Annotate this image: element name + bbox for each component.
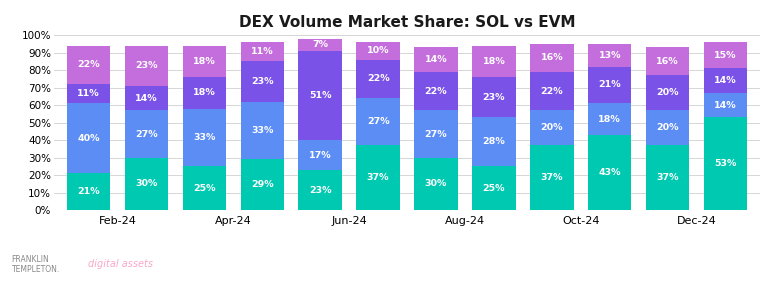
Bar: [646, 75, 690, 110]
Text: 43%: 43%: [598, 168, 621, 177]
Text: 25%: 25%: [482, 184, 505, 193]
Text: 37%: 37%: [367, 173, 389, 182]
Bar: [240, 61, 284, 102]
Bar: [646, 145, 690, 210]
Bar: [67, 84, 111, 103]
Bar: [356, 98, 400, 145]
Text: 37%: 37%: [657, 173, 679, 182]
Text: 30%: 30%: [425, 180, 447, 188]
Bar: [124, 158, 168, 210]
Bar: [240, 42, 284, 61]
Bar: [472, 117, 515, 166]
Bar: [240, 102, 284, 159]
Text: 11%: 11%: [251, 47, 273, 56]
Text: 21%: 21%: [78, 187, 100, 196]
Text: 27%: 27%: [367, 117, 389, 126]
Bar: [183, 46, 226, 77]
Bar: [240, 159, 284, 210]
Bar: [530, 44, 574, 72]
Text: 22%: 22%: [78, 60, 100, 69]
Text: 10%: 10%: [367, 46, 389, 55]
Bar: [530, 72, 574, 110]
Text: 51%: 51%: [309, 91, 332, 100]
Text: 14%: 14%: [714, 76, 737, 85]
Text: 20%: 20%: [541, 124, 563, 132]
Text: digital assets: digital assets: [88, 259, 154, 269]
Bar: [703, 42, 747, 68]
Bar: [299, 51, 342, 140]
Bar: [646, 110, 690, 145]
Bar: [67, 46, 111, 84]
Text: 15%: 15%: [714, 51, 737, 60]
Bar: [703, 93, 747, 117]
Bar: [530, 145, 574, 210]
Bar: [472, 166, 515, 210]
Bar: [299, 140, 342, 170]
Bar: [67, 173, 111, 210]
Text: FRANKLIN
TEMPLETON.: FRANKLIN TEMPLETON.: [12, 255, 60, 274]
Text: 13%: 13%: [598, 51, 621, 60]
Bar: [588, 67, 631, 103]
Bar: [299, 170, 342, 210]
Text: 16%: 16%: [541, 53, 563, 62]
Title: DEX Volume Market Share: SOL vs EVM: DEX Volume Market Share: SOL vs EVM: [239, 15, 575, 30]
Text: 14%: 14%: [714, 101, 737, 110]
Bar: [472, 77, 515, 117]
Bar: [588, 103, 631, 135]
Bar: [703, 117, 747, 210]
Bar: [414, 158, 458, 210]
Text: 20%: 20%: [657, 124, 679, 132]
Text: 18%: 18%: [598, 115, 621, 124]
Bar: [414, 47, 458, 72]
Text: 23%: 23%: [309, 186, 332, 194]
Text: 23%: 23%: [482, 93, 505, 102]
Text: 37%: 37%: [541, 173, 563, 182]
Bar: [183, 77, 226, 109]
Bar: [588, 135, 631, 210]
Bar: [703, 68, 747, 93]
Bar: [183, 109, 226, 166]
Text: 27%: 27%: [425, 130, 447, 138]
Bar: [67, 103, 111, 173]
Bar: [124, 86, 168, 110]
Text: 40%: 40%: [78, 134, 100, 143]
Text: 22%: 22%: [425, 87, 447, 95]
Text: 28%: 28%: [482, 138, 505, 146]
Bar: [124, 46, 168, 86]
Text: 17%: 17%: [309, 151, 332, 159]
Text: 18%: 18%: [193, 57, 216, 66]
Bar: [356, 42, 400, 60]
Bar: [414, 110, 458, 158]
Text: 14%: 14%: [135, 94, 157, 102]
Bar: [414, 72, 458, 110]
Text: 30%: 30%: [135, 180, 157, 188]
Bar: [588, 44, 631, 67]
Text: 25%: 25%: [193, 184, 216, 193]
Bar: [299, 39, 342, 51]
Text: 7%: 7%: [312, 40, 328, 49]
Text: 33%: 33%: [193, 133, 216, 142]
Text: 23%: 23%: [251, 77, 273, 86]
Text: 18%: 18%: [482, 57, 505, 66]
Bar: [124, 110, 168, 158]
Text: 29%: 29%: [251, 180, 273, 189]
Bar: [356, 60, 400, 98]
Bar: [530, 110, 574, 145]
Text: 18%: 18%: [193, 88, 216, 97]
Text: 53%: 53%: [714, 159, 737, 168]
Text: 33%: 33%: [251, 126, 273, 135]
Text: 16%: 16%: [657, 57, 679, 66]
Text: 22%: 22%: [541, 87, 563, 95]
Text: 22%: 22%: [367, 74, 389, 83]
Text: 14%: 14%: [425, 55, 447, 64]
Text: 11%: 11%: [78, 89, 100, 98]
Bar: [472, 46, 515, 77]
Text: 23%: 23%: [135, 61, 157, 70]
Text: 20%: 20%: [657, 88, 679, 97]
Bar: [646, 47, 690, 75]
Text: 27%: 27%: [135, 130, 157, 138]
Bar: [183, 166, 226, 210]
Bar: [356, 145, 400, 210]
Text: 21%: 21%: [598, 81, 621, 89]
